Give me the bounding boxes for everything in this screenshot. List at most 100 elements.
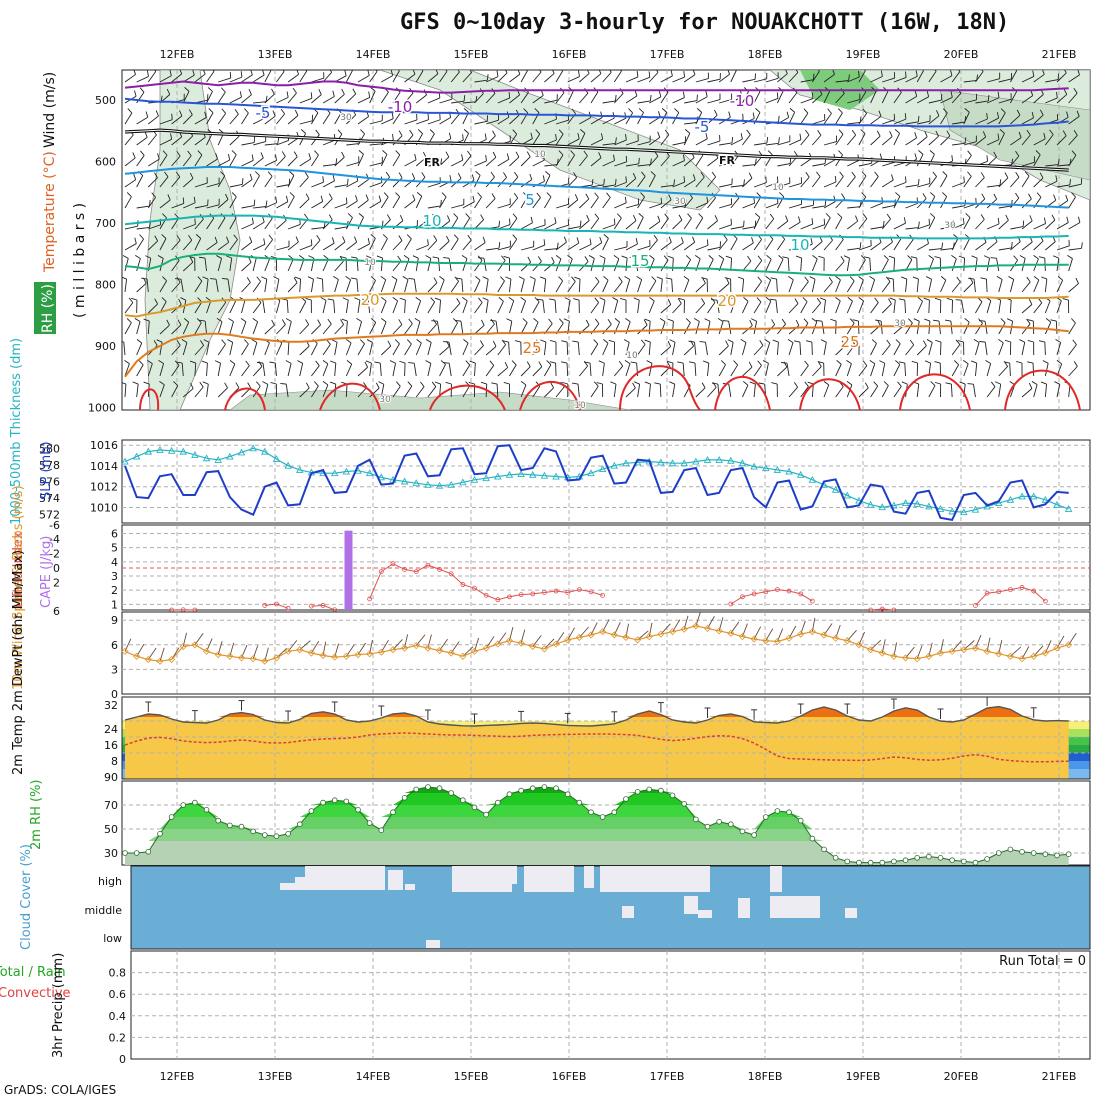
wind10m-point — [412, 642, 420, 650]
wind-barb — [800, 134, 810, 146]
wind10m-point — [482, 644, 490, 652]
wind-barb-flag — [556, 242, 559, 249]
wind-barb — [940, 247, 954, 251]
wind-barb — [229, 239, 238, 251]
thickness-point — [528, 470, 537, 478]
wind-barb — [264, 324, 275, 335]
wind-barb — [241, 300, 246, 314]
lifted-index-point — [285, 605, 291, 611]
wind-barb — [241, 241, 253, 251]
wind-barb-flag — [613, 254, 620, 260]
wind-barb — [728, 384, 732, 398]
wind-barb — [928, 248, 942, 251]
wind-barb — [509, 114, 520, 125]
cloud-mid-block — [845, 908, 857, 918]
wind-barb — [1032, 362, 1035, 377]
wind-barb — [229, 76, 243, 83]
wind-barb-flag — [644, 339, 651, 343]
wind-barb-flag — [491, 382, 498, 385]
wind-barb-flag — [980, 172, 985, 178]
wind10m-point — [179, 642, 187, 651]
rh-point — [960, 858, 967, 865]
wind-barb — [975, 71, 984, 83]
rh-point — [133, 850, 140, 856]
wind-barb — [823, 201, 836, 209]
wind-barb — [136, 282, 147, 293]
wind-barb — [590, 242, 602, 251]
wind-barb-flag — [805, 171, 810, 178]
wind-barb-flag — [127, 108, 133, 114]
thickness-point — [657, 458, 665, 466]
wind-barb — [148, 224, 161, 230]
wind-barb-flag — [825, 213, 831, 218]
wind-barb — [707, 176, 716, 188]
wind-barb — [357, 217, 364, 230]
thickness-point — [482, 474, 490, 482]
wind-barb-flag — [563, 236, 567, 243]
wind-barb-flag — [876, 130, 881, 137]
cape-lines — [122, 530, 1090, 613]
wind-barb — [986, 258, 990, 272]
wind10m-point — [971, 644, 980, 652]
wind-barb — [567, 138, 580, 146]
rh-area-1 — [144, 70, 241, 410]
wind-barb — [194, 73, 206, 83]
rh-point — [157, 830, 163, 837]
wind-barb-flag — [139, 234, 144, 240]
wind-barb — [227, 279, 231, 293]
wind-barb-flag — [263, 238, 266, 245]
wind-barb-flag — [733, 360, 738, 366]
wind-barb — [241, 282, 251, 293]
wind-barb — [683, 179, 696, 188]
wind-barb — [660, 75, 673, 83]
wind-barb-flag — [954, 360, 959, 366]
wind-barb-flag — [518, 276, 525, 280]
wind-barb-flag — [701, 277, 708, 280]
rh-point — [471, 804, 478, 811]
wind-barb-flag — [360, 129, 365, 135]
wind-barb-flag — [766, 255, 772, 260]
rh-point — [623, 796, 629, 802]
wind-barb-flag — [834, 176, 837, 183]
wind-barb — [625, 363, 631, 377]
lifted-index-line — [730, 589, 813, 605]
wind-barb — [765, 97, 779, 104]
wind-barb — [241, 321, 247, 335]
wind-barb — [299, 363, 304, 377]
wind-barb — [870, 91, 877, 104]
wind-barb-flag — [882, 220, 885, 227]
wind-barb-flag — [862, 108, 867, 114]
wind-barb-flag — [199, 340, 205, 346]
wind-barb-flag — [463, 338, 469, 344]
wind-barb — [928, 217, 936, 230]
wind-barb — [835, 386, 844, 398]
wind-barb — [497, 246, 511, 251]
wind-barb — [217, 91, 226, 104]
wind-barb-flag — [835, 296, 841, 302]
wind-barb-flag — [197, 276, 203, 282]
wind-barb — [765, 300, 772, 314]
wind-barb-flag — [465, 360, 471, 366]
rh-point — [576, 799, 583, 806]
wind-barb — [847, 121, 861, 125]
wind-barb — [159, 119, 173, 125]
wind-barb-flag — [811, 317, 818, 323]
wind-barb — [835, 112, 843, 125]
wind-barb — [637, 164, 651, 167]
wind-barb — [602, 224, 616, 230]
wind-barb — [1056, 222, 1069, 230]
wind-barb-flag — [654, 382, 661, 385]
wind-barb — [241, 343, 249, 356]
wind-barb-flag — [803, 318, 809, 324]
wind-barb-flag — [374, 361, 381, 364]
wind-barb-flag — [913, 318, 920, 322]
wind-barb — [625, 140, 639, 146]
wind-barb — [555, 119, 569, 125]
wind-barb — [1021, 76, 1035, 83]
wind-barb-flag — [158, 360, 164, 364]
wind-barb-flag — [571, 108, 576, 114]
wind-barb-flag — [435, 70, 439, 74]
wind-barb-flag — [533, 318, 539, 323]
wind-barb — [705, 342, 708, 356]
wind-barb-flag — [234, 108, 239, 115]
